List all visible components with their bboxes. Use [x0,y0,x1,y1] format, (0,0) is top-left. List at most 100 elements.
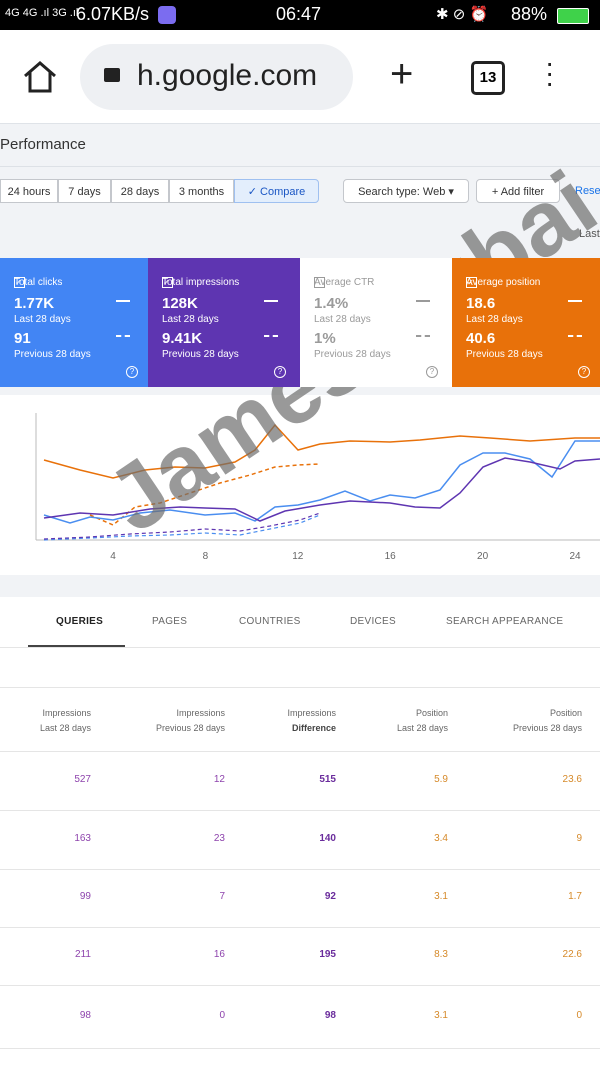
legend-solid [116,300,130,302]
legend-dashed [416,335,430,337]
table-cell: 99 [79,891,91,902]
line-impressions-prev [43,512,321,540]
date-range-button[interactable]: 3 months [169,179,234,203]
line-position [43,423,600,479]
checkbox[interactable]: ✓ [466,277,477,288]
status-icons: ✱ ⊘ ⏰ [436,6,489,23]
chart: 4 8 12 16 20 24 [35,413,600,562]
line-clicks [43,440,600,524]
x-tick-label: 8 [203,551,209,562]
legend-solid [568,300,582,302]
menu[interactable]: · · · [545,47,555,98]
tab[interactable]: COUNTRIES [239,616,301,627]
metric-card[interactable] [300,258,452,387]
add-filter-label: Add filter [500,186,545,198]
x-tick-label: 4 [110,551,116,562]
gap [0,585,600,597]
legend-dashed [116,335,130,337]
column-header[interactable]: Position [415,708,448,718]
checkbox[interactable]: ✓ [14,277,25,288]
column-header[interactable]: Impressions [287,708,336,718]
date-range-button[interactable]: 7 days [58,179,111,203]
url[interactable]: h.google.com [137,59,318,92]
help-icon: ? [578,366,590,378]
metric-label: Average position [466,277,541,288]
divider [0,647,600,648]
metric-prev-period: Previous 28 days [314,349,391,360]
metric-prev-value: 91 [14,330,31,347]
search-type-label: Search type: Web [358,186,446,198]
table-cell: 0 [219,1010,225,1021]
metric-label: Average CTR [314,277,375,288]
metric-prev-period: Previous 28 days [162,349,239,360]
battery-icon [557,8,589,24]
x-tick-label: 16 [385,551,397,562]
divider [0,869,600,870]
checkbox[interactable] [314,277,325,288]
table-cell: 98 [79,1010,91,1021]
reset[interactable]: Rese [575,185,600,197]
metric-period: Last 28 days [466,314,523,325]
table-cell: 3.4 [434,833,448,844]
lock-icon [104,68,120,82]
metric-period: Last 28 days [162,314,219,325]
metric-value: 1.77K [14,295,55,312]
legend-dashed [264,335,278,337]
divider [0,751,600,752]
column-header: Previous 28 days [155,723,225,733]
column-header[interactable]: Impressions [176,708,225,718]
divider [0,810,600,811]
metric-value: 18.6 [466,295,496,312]
home-icon[interactable] [22,60,58,94]
last: Last [579,228,600,240]
tab-count[interactable]: 13 [471,61,505,95]
legend-solid [416,300,430,302]
x-tick-label: 20 [477,551,489,562]
x-tick-label: 12 [292,551,304,562]
table-cell: 23.6 [562,774,582,785]
table-cell: 9 [576,833,582,844]
status-bar [0,0,600,30]
tab[interactable]: DEVICES [350,616,397,627]
help-icon: ? [126,366,138,378]
date-range-button[interactable]: ✓ Compare [234,179,319,203]
tab[interactable]: PAGES [152,616,188,627]
table-cell: 12 [213,774,225,785]
search-type[interactable]: Search type: Web ▾ [343,179,469,203]
table-cell: 195 [319,949,336,960]
table-cell: 163 [74,833,91,844]
date-range-button[interactable]: 28 days [111,179,169,203]
table-cell: 211 [75,949,91,960]
divider [0,927,600,928]
tab[interactable]: QUERIES [56,616,104,627]
add-filter[interactable]: + Add filter [476,179,560,203]
divider [0,985,600,986]
tab[interactable]: SEARCH APPEARANCE [446,616,564,627]
table-cell: 0 [576,1010,582,1021]
table-cell: 7 [219,891,225,902]
column-header: Last 28 days [396,723,448,733]
table-cell: 140 [319,833,336,844]
metric-prev-value: 40.6 [466,330,496,347]
battery: 88% [511,4,548,24]
column-header[interactable]: Impressions [42,708,91,718]
divider [0,1048,600,1049]
url-bar[interactable] [80,44,353,110]
metric-card[interactable] [0,258,152,387]
table-cell: 3.1 [434,891,448,902]
divider [0,166,600,167]
app-icon [158,6,176,24]
speed: 6.07KB/s [76,4,150,24]
column-header[interactable]: Position [549,708,582,718]
new-tab[interactable]: + [390,52,414,96]
column-header: Difference [291,723,336,733]
network: 4G 4G .ıl 3G .ıl [5,7,79,19]
metric-prev-period: Previous 28 days [466,349,543,360]
checkbox[interactable]: ✓ [162,277,173,288]
date-range-button[interactable]: 24 hours [0,179,58,203]
metric-card[interactable] [148,258,300,387]
table-cell: 515 [319,774,336,785]
table-cell: 16 [213,949,225,960]
help-icon: ? [274,366,286,378]
page-title: Performance [0,136,86,153]
